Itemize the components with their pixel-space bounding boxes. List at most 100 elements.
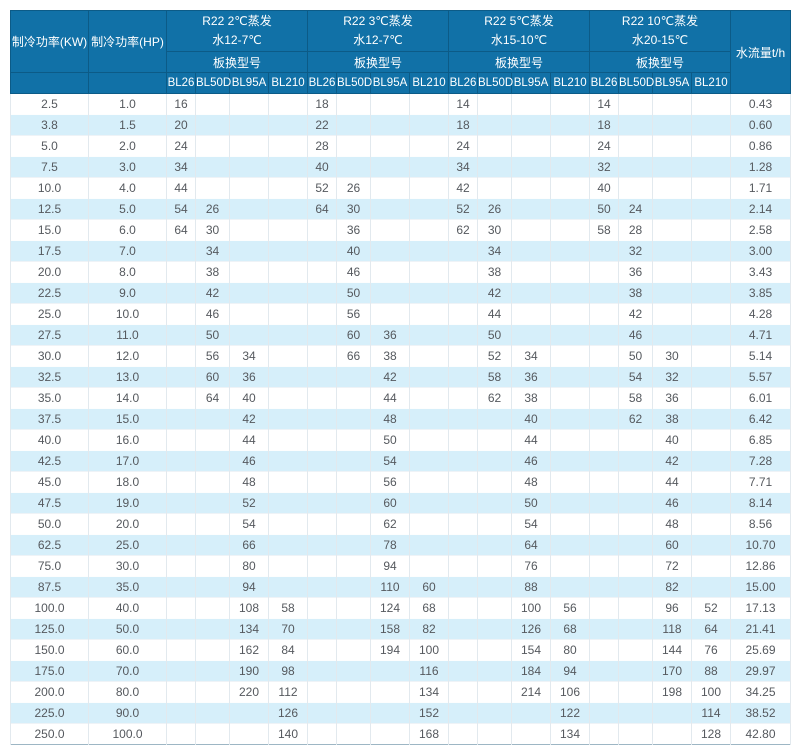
cell-5c-bl95a [511,324,551,346]
cell-10c-bl50d [618,135,653,157]
cell-3c-bl210 [409,513,449,535]
subheader-model-2c: 板换型号 [166,51,308,73]
cell-5c-bl95a: 64 [511,534,551,556]
cell-10c-bl210 [691,240,731,262]
cell-3c-bl95a: 56 [370,471,410,493]
cell-5c-bl210: 106 [550,681,590,703]
cell-10c-bl95a: 48 [652,513,692,535]
cell-10c-bl210 [691,303,731,325]
cell-hp: 35.0 [88,576,167,598]
cell-hp: 100.0 [88,723,167,745]
model-header-bl26: BL26 [589,72,619,94]
cell-5c-bl95a: 38 [511,387,551,409]
cell-10c-bl26 [589,429,619,451]
cell-2c-bl210 [268,93,308,115]
table-row: 40.0 16.0 44 50 44 40 6.85 [10,429,791,451]
cell-flow: 1.71 [730,177,791,199]
cell-5c-bl210: 94 [550,660,590,682]
cell-10c-bl210 [691,366,731,388]
cell-2c-bl50d [195,429,230,451]
cell-5c-bl210: 122 [550,702,590,724]
cell-2c-bl50d [195,681,230,703]
cell-2c-bl50d: 64 [195,387,230,409]
cell-10c-bl50d [618,618,653,640]
cell-10c-bl95a: 32 [652,366,692,388]
table-row: 22.5 9.0 42 50 42 38 3.85 [10,282,791,304]
cell-10c-bl210 [691,198,731,220]
cell-10c-bl26: 18 [589,114,619,136]
cell-2c-bl50d [195,723,230,745]
cell-flow: 25.69 [730,639,791,661]
group-title-line2: 水15-10℃ [490,33,548,47]
cell-3c-bl210: 82 [409,618,449,640]
model-header-bl210: BL210 [268,72,308,94]
cell-10c-bl95a: 198 [652,681,692,703]
cell-3c-bl95a [370,156,410,178]
cell-10c-bl26 [589,408,619,430]
cell-3c-bl26: 22 [307,114,337,136]
cell-hp: 40.0 [88,597,167,619]
cell-kw: 25.0 [10,303,89,325]
cell-5c-bl50d [477,597,512,619]
cell-3c-bl50d [336,450,371,472]
cell-2c-bl26 [166,345,196,367]
cell-3c-bl26 [307,555,337,577]
cell-2c-bl50d: 26 [195,198,230,220]
cell-3c-bl210: 60 [409,576,449,598]
cell-kw: 30.0 [10,345,89,367]
cell-2c-bl210 [268,450,308,472]
cell-10c-bl26 [589,366,619,388]
cell-5c-bl210 [550,135,590,157]
model-header-bl50d: BL50D [195,72,231,94]
cell-5c-bl50d: 62 [477,387,512,409]
cell-2c-bl95a: 40 [229,387,269,409]
cell-3c-bl95a: 44 [370,387,410,409]
cell-kw: 42.5 [10,450,89,472]
cell-2c-bl95a [229,240,269,262]
cell-5c-bl210 [550,450,590,472]
cell-2c-bl50d [195,492,230,514]
cell-3c-bl26 [307,618,337,640]
cell-2c-bl210 [268,303,308,325]
cell-10c-bl95a [652,261,692,283]
cell-5c-bl26 [448,303,478,325]
table-row: 225.0 90.0 126 152 122 114 38.52 [10,702,791,724]
cell-5c-bl26 [448,429,478,451]
cell-5c-bl210 [550,282,590,304]
cell-3c-bl26 [307,660,337,682]
cell-5c-bl95a: 40 [511,408,551,430]
cell-3c-bl26 [307,639,337,661]
cell-5c-bl210 [550,177,590,199]
cell-2c-bl210 [268,261,308,283]
cell-3c-bl95a: 42 [370,366,410,388]
cell-2c-bl95a [229,177,269,199]
cell-2c-bl26 [166,513,196,535]
cell-2c-bl210 [268,555,308,577]
cell-hp: 15.0 [88,408,167,430]
cell-10c-bl26 [589,471,619,493]
cell-2c-bl26 [166,408,196,430]
cell-2c-bl26 [166,618,196,640]
cell-3c-bl95a [370,660,410,682]
model-header-bl95a: BL95A [511,72,551,94]
cell-5c-bl95a: 76 [511,555,551,577]
cell-10c-bl210 [691,324,731,346]
cell-10c-bl95a [652,282,692,304]
cell-flow: 5.14 [730,345,791,367]
table-row: 32.5 13.0 60 36 42 58 36 54 32 5.57 [10,366,791,388]
cell-2c-bl26 [166,534,196,556]
cell-5c-bl26: 34 [448,156,478,178]
cell-2c-bl210 [268,429,308,451]
cell-10c-bl26 [589,450,619,472]
cell-kw: 37.5 [10,408,89,430]
cell-5c-bl50d [477,534,512,556]
cell-2c-bl26 [166,261,196,283]
cell-3c-bl210 [409,324,449,346]
group-header-r22-5c: R22 5℃蒸发 水15-10℃ [448,10,590,52]
cell-2c-bl50d [195,555,230,577]
cell-2c-bl210 [268,408,308,430]
cell-kw: 22.5 [10,282,89,304]
cell-10c-bl210 [691,387,731,409]
cell-3c-bl50d [336,429,371,451]
cell-10c-bl210: 114 [691,702,731,724]
